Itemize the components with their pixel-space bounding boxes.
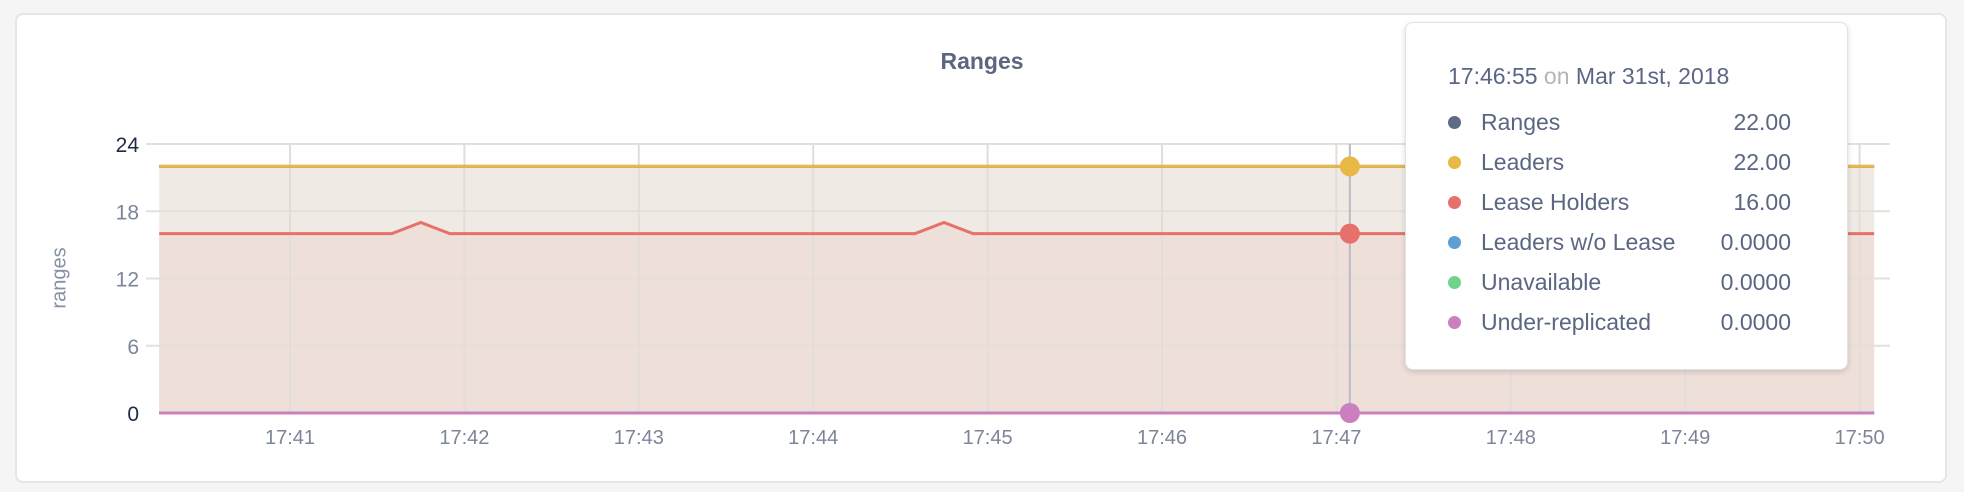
series-dot-icon xyxy=(1448,315,1461,329)
x-tick-label: 17:48 xyxy=(1486,427,1536,449)
tooltip-series-label: Leaders xyxy=(1481,148,1565,175)
series-dot-icon xyxy=(1448,195,1461,209)
series-dot-icon xyxy=(1448,275,1461,289)
y-tick-label: 18 xyxy=(116,201,139,224)
series-line-lease-holders xyxy=(159,220,1875,236)
tooltip-series-value: 22.00 xyxy=(1733,108,1791,135)
tooltip-row: Leaders w/o Lease 0.0000 xyxy=(1448,222,1791,262)
tooltip-on: on xyxy=(1543,63,1570,89)
hover-point xyxy=(1339,156,1360,177)
hover-point xyxy=(1339,223,1360,244)
hover-point xyxy=(1339,403,1360,423)
tooltip-series-value: 22.00 xyxy=(1733,148,1791,175)
chart-title: Ranges xyxy=(940,48,1024,74)
y-tick-label: 6 xyxy=(127,336,139,359)
series-dot-icon xyxy=(1448,155,1461,169)
tooltip-series-label: Lease Holders xyxy=(1481,188,1630,215)
y-tick-label: 12 xyxy=(116,269,139,292)
tooltip-series-value: 16.00 xyxy=(1733,188,1791,215)
series-dot-icon xyxy=(1448,115,1461,129)
x-tick-label: 17:47 xyxy=(1311,427,1361,449)
x-tick-label: 17:42 xyxy=(439,427,489,449)
hover-tooltip: 17:46:55 on Mar 31st, 2018 Ranges 22.00 … xyxy=(1405,22,1848,370)
tooltip-row: Ranges 22.00 xyxy=(1448,102,1791,142)
tooltip-row: Unavailable 0.0000 xyxy=(1448,262,1791,302)
tooltip-series-label: Under-replicated xyxy=(1481,308,1652,335)
tooltip-series-value: 0.0000 xyxy=(1720,268,1791,295)
y-tick-label: 24 xyxy=(116,134,140,157)
x-tick-label: 17:45 xyxy=(963,427,1013,449)
series-dot-icon xyxy=(1448,235,1461,249)
x-tick-label: 17:43 xyxy=(614,427,664,449)
tooltip-time: 17:46:55 xyxy=(1448,63,1538,89)
tooltip-series-label: Ranges xyxy=(1481,108,1561,135)
x-tick-label: 17:41 xyxy=(265,427,315,449)
tooltip-timestamp: 17:46:55 on Mar 31st, 2018 xyxy=(1448,63,1729,90)
x-tick-label: 17:50 xyxy=(1835,427,1885,449)
tooltip-row: Under-replicated 0.0000 xyxy=(1448,302,1791,342)
y-tick-label: 0 xyxy=(127,403,139,426)
tooltip-series-label: Unavailable xyxy=(1481,268,1602,295)
tooltip-series-value: 0.0000 xyxy=(1720,228,1791,255)
tooltip-date: Mar 31st, 2018 xyxy=(1575,63,1730,89)
x-tick-label: 17:46 xyxy=(1137,427,1187,449)
tooltip-row: Lease Holders 16.00 xyxy=(1448,182,1791,222)
x-tick-label: 17:44 xyxy=(788,427,838,449)
tooltip-series-value: 0.0000 xyxy=(1720,308,1791,335)
tooltip-series-label: Leaders w/o Lease xyxy=(1481,228,1676,255)
tooltip-row: Leaders 22.00 xyxy=(1448,142,1791,182)
x-tick-label: 17:49 xyxy=(1660,427,1710,449)
